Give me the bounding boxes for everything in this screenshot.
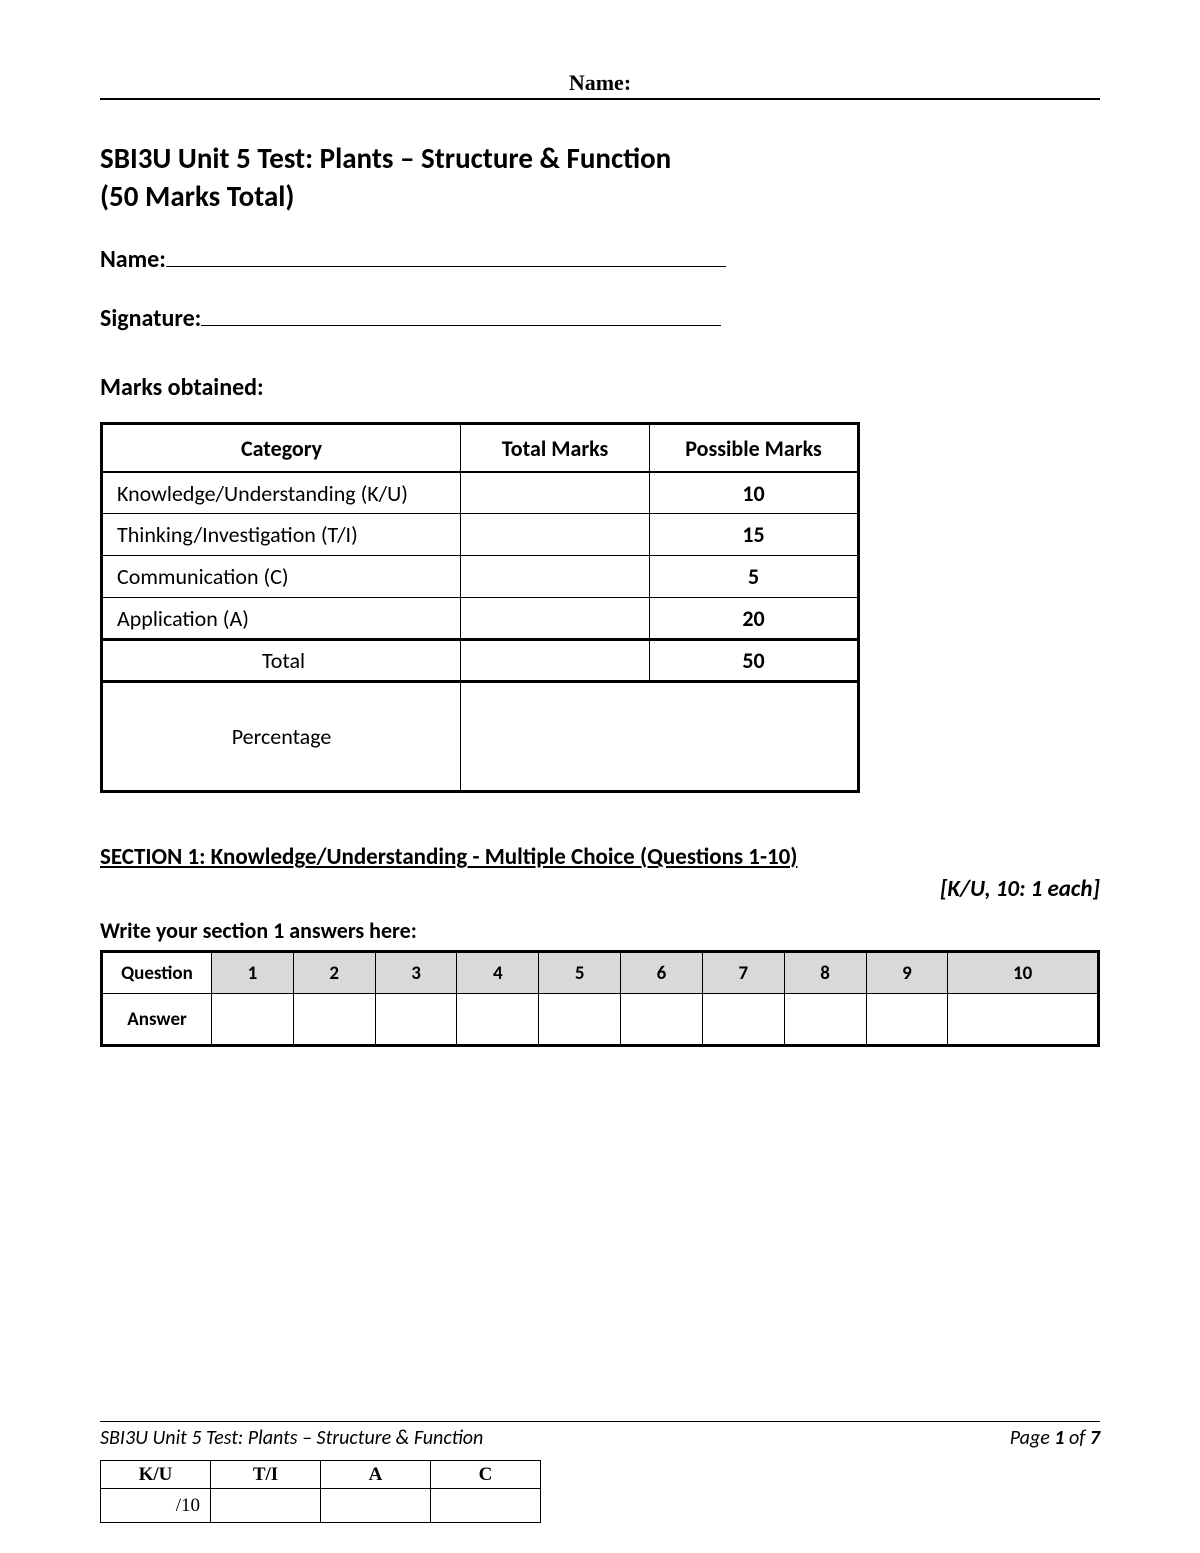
footer-grid-header: C (431, 1461, 541, 1489)
marks-heading: Marks obtained: (100, 373, 1100, 402)
footer-page-total: 7 (1090, 1426, 1100, 1450)
marks-possible: 5 (650, 556, 859, 598)
name-field-row: Name: (100, 243, 1100, 274)
answers-cell[interactable] (866, 994, 948, 1046)
footer-page-current: 1 (1054, 1426, 1064, 1450)
answers-qnum: 2 (293, 952, 375, 994)
footer-page-prefix: Page (1010, 1426, 1055, 1450)
footer-grid-value[interactable] (431, 1489, 541, 1523)
signature-label: Signature: (100, 304, 201, 333)
answers-qnum: 6 (621, 952, 703, 994)
footer-grid-value[interactable] (211, 1489, 321, 1523)
marks-total[interactable] (461, 556, 650, 598)
marks-row: Thinking/Investigation (T/I) 15 (102, 514, 859, 556)
section1-note: [K/U, 10: 1 each] (100, 875, 1100, 903)
footer-grid-header: A (321, 1461, 431, 1489)
name-label: Name: (100, 245, 166, 274)
marks-row: Communication (C) 5 (102, 556, 859, 598)
footer-grid: K/U T/I A C /10 (100, 1460, 541, 1523)
signature-input-line[interactable] (201, 302, 721, 326)
marks-category: Knowledge/Understanding (K/U) (102, 472, 461, 514)
answers-cell[interactable] (375, 994, 457, 1046)
answers-qnum: 4 (457, 952, 539, 994)
marks-col-total: Total Marks (461, 424, 650, 472)
page: Name: SBI3U Unit 5 Test: Plants – Struct… (0, 0, 1200, 1553)
marks-total[interactable] (461, 472, 650, 514)
marks-header-row: Category Total Marks Possible Marks (102, 424, 859, 472)
page-footer: SBI3U Unit 5 Test: Plants – Structure & … (100, 1421, 1100, 1523)
marks-col-category: Category (102, 424, 461, 472)
title-line-2: (50 Marks Total) (100, 178, 1100, 216)
answers-answer-label: Answer (102, 994, 212, 1046)
marks-percentage-label: Percentage (102, 682, 461, 792)
answers-qnum: 7 (702, 952, 784, 994)
title-line-1: SBI3U Unit 5 Test: Plants – Structure & … (100, 140, 1100, 178)
footer-line: SBI3U Unit 5 Test: Plants – Structure & … (100, 1421, 1100, 1450)
marks-total[interactable] (461, 598, 650, 640)
marks-row: Knowledge/Understanding (K/U) 10 (102, 472, 859, 514)
footer-grid-value[interactable]: /10 (101, 1489, 211, 1523)
footer-grid-header: T/I (211, 1461, 321, 1489)
answers-qnum: 9 (866, 952, 948, 994)
answers-cell[interactable] (293, 994, 375, 1046)
footer-grid-header-row: K/U T/I A C (101, 1461, 541, 1489)
name-input-line[interactable] (166, 243, 726, 267)
answers-cell[interactable] (539, 994, 621, 1046)
footer-grid-header: K/U (101, 1461, 211, 1489)
marks-possible: 15 (650, 514, 859, 556)
marks-category: Application (A) (102, 598, 461, 640)
marks-possible: 10 (650, 472, 859, 514)
answers-qnum: 10 (948, 952, 1099, 994)
footer-left: SBI3U Unit 5 Test: Plants – Structure & … (100, 1426, 483, 1450)
marks-row: Application (A) 20 (102, 598, 859, 640)
footer-grid-value[interactable] (321, 1489, 431, 1523)
marks-category: Communication (C) (102, 556, 461, 598)
answers-cell[interactable] (948, 994, 1099, 1046)
answers-table: Question 1 2 3 4 5 6 7 8 9 10 Answer (100, 950, 1100, 1047)
marks-category: Thinking/Investigation (T/I) (102, 514, 461, 556)
marks-total-possible: 50 (650, 640, 859, 682)
marks-percentage-value[interactable] (461, 682, 859, 792)
answers-qnum: 5 (539, 952, 621, 994)
section1-heading: SECTION 1: Knowledge/Understanding - Mul… (100, 843, 1100, 871)
footer-grid-value-row: /10 (101, 1489, 541, 1523)
answers-cell[interactable] (212, 994, 294, 1046)
footer-page-mid: of (1064, 1426, 1089, 1450)
answers-cell[interactable] (702, 994, 784, 1046)
marks-total[interactable] (461, 514, 650, 556)
marks-total-row: Total 50 (102, 640, 859, 682)
page-title: SBI3U Unit 5 Test: Plants – Structure & … (100, 140, 1100, 215)
marks-total-label: Total (102, 640, 461, 682)
section1-instruction: Write your section 1 answers here: (100, 917, 1100, 944)
answers-qnum: 1 (212, 952, 294, 994)
marks-total-total[interactable] (461, 640, 650, 682)
answers-answer-row: Answer (102, 994, 1099, 1046)
answers-cell[interactable] (784, 994, 866, 1046)
answers-cell[interactable] (621, 994, 703, 1046)
answers-qnum: 3 (375, 952, 457, 994)
marks-percentage-row: Percentage (102, 682, 859, 792)
answers-header-row: Question 1 2 3 4 5 6 7 8 9 10 (102, 952, 1099, 994)
answers-qnum: 8 (784, 952, 866, 994)
marks-possible: 20 (650, 598, 859, 640)
marks-col-possible: Possible Marks (650, 424, 859, 472)
answers-cell[interactable] (457, 994, 539, 1046)
signature-field-row: Signature: (100, 302, 1100, 333)
marks-table: Category Total Marks Possible Marks Know… (100, 422, 860, 793)
answers-question-label: Question (102, 952, 212, 994)
header-name-label: Name: (100, 70, 1100, 100)
footer-right: Page 1 of 7 (1010, 1426, 1100, 1450)
